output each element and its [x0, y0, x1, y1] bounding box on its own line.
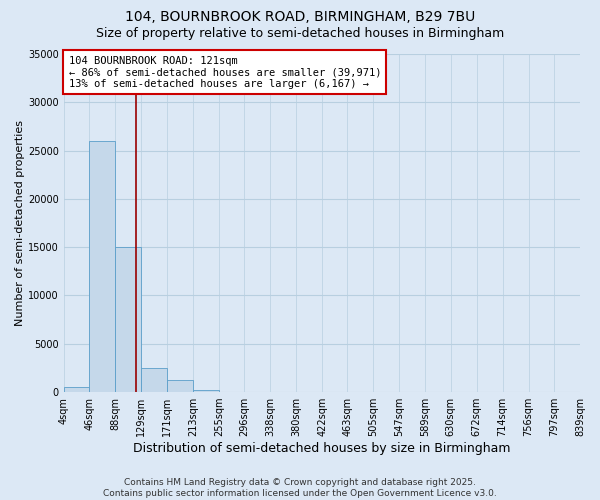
X-axis label: Distribution of semi-detached houses by size in Birmingham: Distribution of semi-detached houses by …: [133, 442, 511, 455]
Text: Contains HM Land Registry data © Crown copyright and database right 2025.
Contai: Contains HM Land Registry data © Crown c…: [103, 478, 497, 498]
Text: 104 BOURNBROOK ROAD: 121sqm
← 86% of semi-detached houses are smaller (39,971)
1: 104 BOURNBROOK ROAD: 121sqm ← 86% of sem…: [68, 56, 381, 89]
Bar: [89, 141, 115, 392]
Text: Size of property relative to semi-detached houses in Birmingham: Size of property relative to semi-detach…: [96, 28, 504, 40]
Bar: [167, 380, 193, 392]
Bar: [141, 368, 167, 392]
Text: 104, BOURNBROOK ROAD, BIRMINGHAM, B29 7BU: 104, BOURNBROOK ROAD, BIRMINGHAM, B29 7B…: [125, 10, 475, 24]
Bar: [193, 390, 219, 392]
Bar: [115, 247, 141, 392]
Y-axis label: Number of semi-detached properties: Number of semi-detached properties: [15, 120, 25, 326]
Bar: [64, 388, 89, 392]
